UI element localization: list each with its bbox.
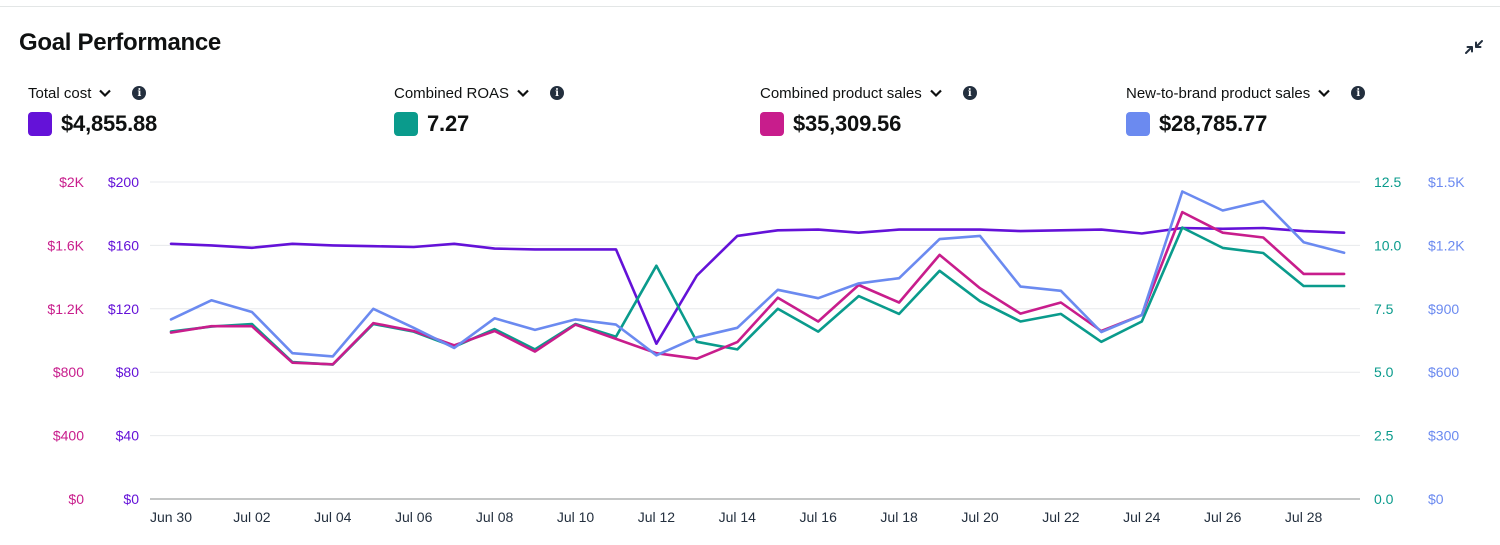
series-line (169, 190, 1346, 358)
metric-new-to-brand-sales: New-to-brand product sales i $28,785.77 (1126, 82, 1466, 142)
y-tick-label: $160 (108, 237, 139, 253)
chevron-down-icon[interactable] (1317, 86, 1331, 100)
y-tick-label: $600 (1428, 364, 1459, 380)
x-tick-label: Jul 28 (1285, 509, 1323, 525)
y-tick-label: $1.2K (1428, 237, 1465, 253)
x-tick-label: Jul 04 (314, 509, 352, 525)
chevron-down-icon[interactable] (929, 86, 943, 100)
y-tick-label: $1.6K (47, 237, 84, 253)
x-tick-label: Jul 20 (961, 509, 999, 525)
x-tick-label: Jul 10 (557, 509, 595, 525)
info-icon[interactable]: i (962, 86, 977, 100)
y-tick-label: $800 (53, 364, 84, 380)
y-tick-label: 10.0 (1374, 237, 1401, 253)
y-tick-label: $0 (68, 491, 84, 507)
y-tick-label: $400 (53, 428, 84, 444)
metric-value: $4,855.88 (61, 111, 158, 136)
y-tick-label: 2.5 (1374, 428, 1394, 444)
series-line (169, 226, 1346, 346)
metric-value: 7.27 (427, 111, 470, 136)
metric-value: $28,785.77 (1159, 111, 1268, 136)
metric-dropdown-label[interactable]: New-to-brand product sales (1126, 84, 1311, 102)
series-toggle-swatch[interactable] (28, 112, 52, 136)
x-tick-label: Jul 06 (395, 509, 433, 525)
y-tick-label: $120 (108, 301, 139, 317)
y-tick-label: $300 (1428, 428, 1459, 444)
chevron-down-icon[interactable] (98, 86, 112, 100)
y-tick-label: $900 (1428, 301, 1459, 317)
x-tick-label: Jul 08 (476, 509, 514, 525)
metric-total-cost: Total cost i $4,855.88 (28, 82, 368, 142)
metric-dropdown-label[interactable]: Total cost (28, 84, 92, 102)
collapse-icon[interactable] (1464, 37, 1484, 57)
y-tick-label: $200 (108, 174, 139, 190)
chevron-down-icon[interactable] (516, 86, 530, 100)
metric-combined-product-sales: Combined product sales i $35,309.56 (760, 82, 1100, 142)
series-toggle-swatch[interactable] (760, 112, 784, 136)
metric-value: $35,309.56 (793, 111, 902, 136)
info-icon[interactable]: i (550, 86, 565, 100)
x-tick-label: Jul 16 (800, 509, 838, 525)
info-icon[interactable]: i (1351, 86, 1366, 100)
metric-dropdown-label[interactable]: Combined product sales (760, 84, 922, 102)
y-tick-label: $1.2K (47, 301, 84, 317)
y-tick-label: 0.0 (1374, 491, 1394, 507)
metric-combined-roas: Combined ROAS i 7.27 (394, 82, 734, 142)
page-title: Goal Performance (19, 29, 221, 56)
y-tick-label: $40 (116, 428, 140, 444)
y-tick-label: 5.0 (1374, 364, 1394, 380)
y-tick-label: $1.5K (1428, 174, 1465, 190)
x-tick-label: Jul 14 (719, 509, 757, 525)
x-tick-label: Jul 22 (1042, 509, 1080, 525)
y-tick-label: 12.5 (1374, 174, 1401, 190)
y-tick-label: $2K (59, 174, 85, 190)
y-tick-label: $0 (123, 491, 139, 507)
x-tick-label: Jul 02 (233, 509, 271, 525)
y-tick-label: $0 (1428, 491, 1444, 507)
series-toggle-swatch[interactable] (394, 112, 418, 136)
info-icon[interactable]: i (132, 86, 147, 100)
x-tick-label: Jul 12 (638, 509, 676, 525)
card-top-border (0, 0, 1500, 7)
x-tick-label: Jul 24 (1123, 509, 1161, 525)
series-toggle-swatch[interactable] (1126, 112, 1150, 136)
x-tick-label: Jun 30 (150, 509, 192, 525)
x-tick-label: Jul 18 (880, 509, 918, 525)
metric-dropdown-label[interactable]: Combined ROAS (394, 84, 510, 102)
y-tick-label: 7.5 (1374, 301, 1394, 317)
y-tick-label: $80 (116, 364, 140, 380)
x-tick-label: Jul 26 (1204, 509, 1242, 525)
